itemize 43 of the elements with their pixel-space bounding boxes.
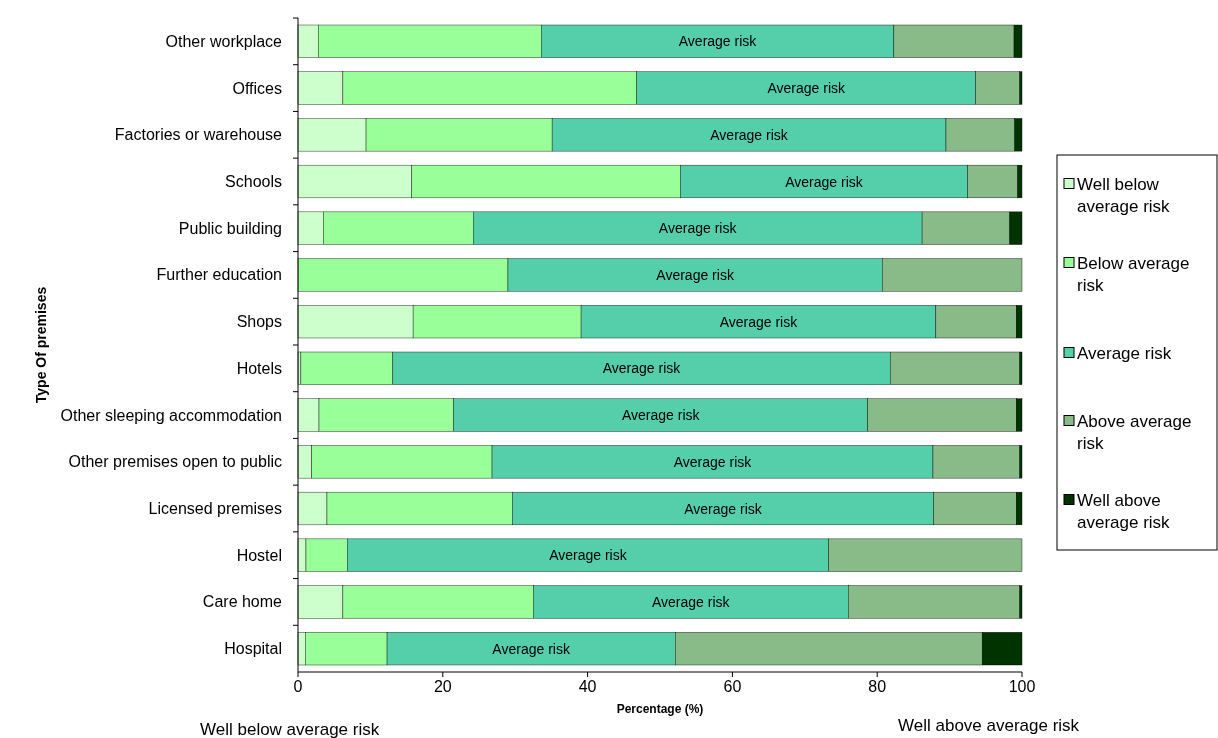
data-label: Average risk — [710, 126, 789, 143]
y-tick-label: Factories or warehouse — [114, 126, 283, 144]
y-tick-label: Other sleeping accommodation — [60, 406, 282, 424]
data-label: Average risk — [767, 80, 847, 97]
legend-label: Average risk — [1077, 343, 1172, 362]
legend-label: Well above average risk — [1077, 490, 1171, 531]
legend-label: Below average risk — [1077, 253, 1190, 294]
x-tick-label: 60 — [723, 678, 742, 695]
data-label: Average risk — [651, 593, 731, 610]
y-tick-label: Public building — [178, 219, 282, 237]
y-tick-label: Schools — [225, 173, 282, 190]
y-tick-label: Hospital — [224, 640, 282, 658]
legend-label: Well below average risk — [1077, 174, 1171, 215]
data-label: Average risk — [719, 313, 799, 330]
y-tick-label: Other premises open to public — [68, 453, 282, 471]
y-tick-label: Shops — [236, 313, 282, 331]
data-label: Average risk — [602, 360, 682, 377]
data-label: Average risk — [656, 266, 735, 283]
y-axis-title: Type Of premises — [33, 286, 49, 404]
x-tick-label: 100 — [1008, 678, 1036, 695]
data-label: Average risk — [549, 547, 628, 564]
y-tick-label: Further education — [156, 266, 282, 284]
data-label: Average risk — [492, 640, 571, 657]
text: Well below average risk — [200, 720, 380, 738]
y-tick-label: Offices — [232, 79, 282, 97]
data-label: Average risk — [785, 173, 864, 190]
x-tick-label: 20 — [433, 678, 452, 695]
data-label: Average risk — [673, 453, 753, 470]
data-label: Average risk — [658, 220, 738, 237]
data-label: Average risk — [684, 500, 763, 517]
y-tick-label: Care home — [202, 593, 283, 611]
x-tick-label: 80 — [868, 678, 887, 695]
data-label: Average risk — [621, 407, 701, 424]
text: Well above average risk — [898, 716, 1080, 735]
y-tick-label: Licensed premises — [148, 500, 282, 517]
y-tick-label: Hostel — [236, 546, 282, 564]
x-tick-label: 40 — [578, 678, 597, 695]
x-tick-label: 0 — [293, 678, 303, 695]
legend-label: Above average risk — [1077, 411, 1192, 452]
x-axis-title: Percentage (%) — [616, 702, 704, 716]
y-tick-label: Other workplace — [165, 32, 283, 50]
data-label: Average risk — [678, 33, 758, 50]
y-tick-label: Hotels — [236, 359, 282, 377]
